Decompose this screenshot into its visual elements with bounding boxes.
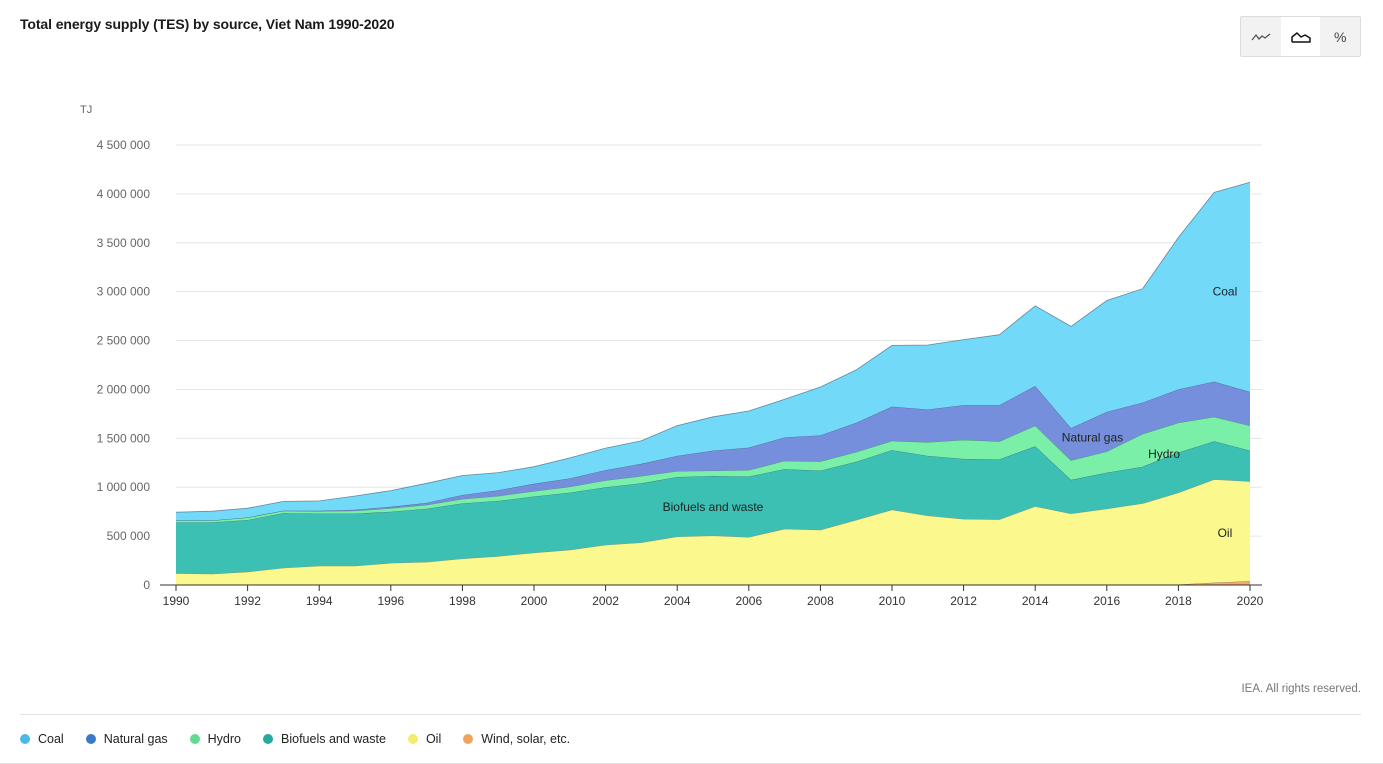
x-tick-label: 2002 <box>592 594 619 608</box>
x-tick-label: 1990 <box>163 594 190 608</box>
x-tick-label: 2008 <box>807 594 834 608</box>
legend-divider <box>20 714 1361 715</box>
x-tick-label: 2020 <box>1237 594 1264 608</box>
legend-item-wind-solar-etc[interactable]: Wind, solar, etc. <box>463 732 570 746</box>
area-coal <box>176 182 1250 521</box>
y-tick-label: 2 500 000 <box>97 334 151 348</box>
y-tick-label: 0 <box>143 578 150 592</box>
area-natural-gas <box>176 381 1250 521</box>
area-annotation: Natural gas <box>1062 430 1123 444</box>
area-annotation: Biofuels and waste <box>663 500 764 514</box>
legend-label: Hydro <box>207 732 241 746</box>
x-tick-label: 1996 <box>377 594 404 608</box>
circle-icon <box>20 734 30 744</box>
circle-icon <box>263 734 273 744</box>
area-annotation: Coal <box>1213 285 1238 299</box>
legend-item-coal[interactable]: Coal <box>20 732 64 746</box>
y-tick-label: 2 000 000 <box>97 382 151 396</box>
legend-label: Biofuels and waste <box>281 732 386 746</box>
line-chart-icon <box>1251 32 1271 40</box>
x-tick-label: 2014 <box>1022 594 1049 608</box>
area-view-button[interactable] <box>1280 17 1321 56</box>
circle-icon <box>407 734 418 744</box>
y-axis-label: TJ <box>80 104 92 116</box>
area-oil <box>176 479 1250 585</box>
legend-item-hydro[interactable]: Hydro <box>189 732 241 746</box>
x-tick-label: 2012 <box>950 594 977 608</box>
y-tick-label: 4 500 000 <box>97 138 151 152</box>
x-tick-label: 2010 <box>879 594 906 608</box>
chart-title: Total energy supply (TES) by source, Vie… <box>20 16 395 32</box>
legend-label: Natural gas <box>103 732 168 746</box>
legend-label: Wind, solar, etc. <box>481 732 571 746</box>
stacked-area-chart: 0 500 000 1 000 000 1 500 000 2 000 000 2 500… <box>80 104 1264 608</box>
area-annotation: Hydro <box>1148 447 1180 461</box>
percent-icon: % <box>1333 28 1347 45</box>
x-tick-label: 2016 <box>1093 594 1120 608</box>
x-tick-label: 1992 <box>234 594 261 608</box>
copyright-credit: IEA. All rights reserved. <box>1241 683 1361 695</box>
circle-icon <box>463 734 474 744</box>
x-tick-label: 1998 <box>449 594 476 608</box>
y-tick-label: 4 000 000 <box>97 187 151 201</box>
x-tick-label: 1994 <box>306 594 333 608</box>
view-toolbar: % <box>1240 16 1361 57</box>
legend-label: Oil <box>425 732 442 746</box>
area-biofuels-and-waste <box>176 441 1250 574</box>
y-tick-label: 3 500 000 <box>97 236 151 250</box>
y-tick-label: 500 000 <box>107 529 151 543</box>
x-tick-label: 2006 <box>735 594 762 608</box>
legend-item-biofuels-and-waste[interactable]: Biofuels and waste <box>263 732 386 746</box>
x-tick-label: 2000 <box>521 594 548 608</box>
legend-label: Coal <box>38 732 64 746</box>
legend-item-oil[interactable]: Oil <box>407 732 442 746</box>
y-tick-label: 1 500 000 <box>97 431 151 445</box>
circle-icon <box>85 734 96 744</box>
area-hydro <box>176 416 1250 523</box>
circle-icon <box>189 734 200 744</box>
line-view-button[interactable] <box>1241 17 1281 56</box>
percent-view-button[interactable]: % <box>1320 17 1361 56</box>
area-chart-icon <box>1290 31 1311 43</box>
x-tick-label: 2018 <box>1165 594 1192 608</box>
legend-item-natural-gas[interactable]: Natural gas <box>85 732 168 746</box>
y-tick-label: 1 000 000 <box>97 480 151 494</box>
x-tick-label: 2004 <box>664 594 691 608</box>
area-coal-edge <box>175 181 1251 513</box>
y-tick-label: 3 000 000 <box>97 285 151 299</box>
chart-legend: Coal Natural gas Hydro Biofuels and waste Oi… <box>20 732 592 746</box>
area-annotation: Oil <box>1218 526 1233 540</box>
